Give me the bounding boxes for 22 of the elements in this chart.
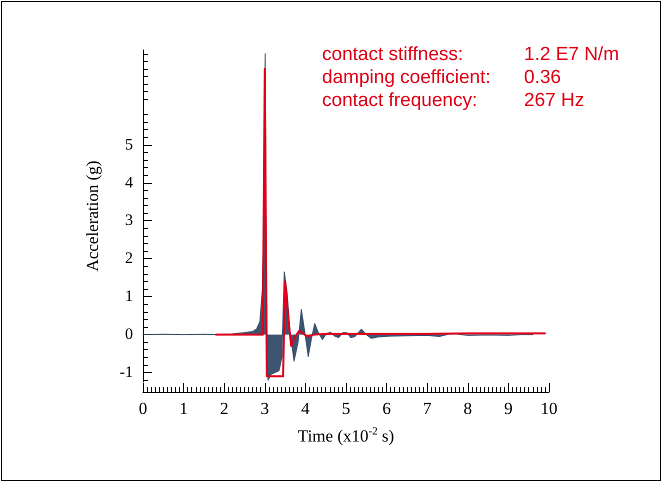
x-tick-label: 9 (504, 399, 513, 418)
x-tick-label: 5 (342, 399, 350, 418)
y-tick-label: 5 (125, 136, 133, 154)
x-tick-label: 7 (422, 399, 432, 418)
x-tick-label: 1 (179, 399, 188, 418)
y-tick-label: 3 (125, 212, 133, 230)
text: damping coefficient: 0.36 (322, 67, 561, 88)
y-tick-label: 2 (125, 250, 133, 268)
text: contact frequency: 267 Hz (322, 90, 584, 111)
x-tick-label: 6 (382, 399, 391, 418)
text: contact stiffness: 1.2 E7 N/m (322, 44, 620, 65)
x-tick-label: 8 (464, 399, 472, 418)
x-tick-label: 3 (260, 399, 270, 418)
x-tick-label: 10 (540, 399, 558, 418)
y-tick-label: 0 (125, 326, 133, 344)
x-tick-label: 2 (220, 399, 228, 418)
y-tick-label: 1 (125, 288, 133, 306)
y-tick-label: 4 (125, 174, 133, 192)
x-tick-label: 0 (138, 399, 148, 418)
y-axis-title: Acceleration (g) (83, 160, 102, 272)
y-tick-label: -1 (120, 364, 133, 382)
x-tick-label: 4 (301, 399, 310, 418)
